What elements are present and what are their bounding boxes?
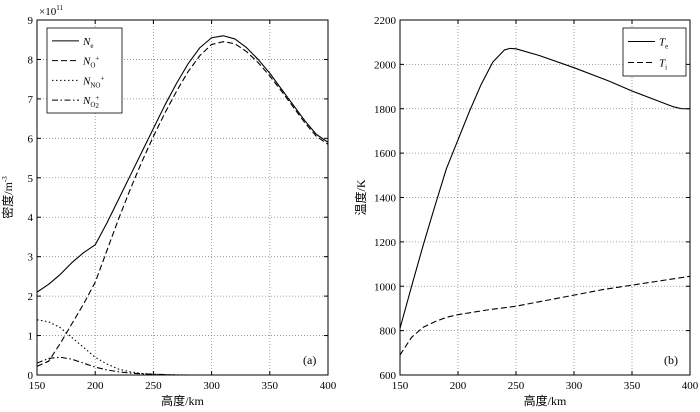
panel-b-grid	[400, 20, 690, 375]
panel-a-ytick-3: 3	[28, 252, 34, 264]
panel-b-ytick-1400: 1400	[374, 193, 397, 205]
panel-b-legend-1-label-sub: i	[665, 64, 667, 72]
panel-a-legend-3-label: NO+ 2	[82, 94, 99, 110]
panel-b-xtick-200: 200	[450, 380, 467, 392]
panel-a-multiplier: ×1011	[39, 4, 63, 18]
panel-b-label: (b)	[664, 353, 678, 367]
panel-a-ytick-4: 4	[28, 212, 34, 224]
panel-a-legend-0-label-name: N	[82, 36, 91, 48]
panel-a-series-0-line	[37, 35, 328, 293]
panel-a-ytick-5: 5	[28, 173, 34, 185]
panel-a-ylabel-sup: -3	[1, 176, 9, 182]
panel-a-ytick-0: 0	[28, 370, 34, 382]
panel-a-legend-box	[46, 27, 123, 114]
panel-a-series-3-line	[37, 356, 328, 375]
panel-b-xtick-300: 300	[566, 380, 583, 392]
panel-b-ytick-800: 800	[380, 326, 397, 338]
panel-a-legend-2-label: NNO+	[82, 74, 104, 89]
panel-a-xlabel: 高度/km	[161, 393, 204, 408]
panel-a-frame	[36, 19, 329, 376]
panel-a-legend-2-label-sup: +	[100, 74, 104, 82]
panel-a-legend-0-label: Ne	[82, 36, 93, 50]
panel-b-ytick-600: 600	[380, 370, 397, 382]
panel-b-ytick-1800: 1800	[374, 104, 397, 116]
panel-a-legend-1-label-sup: +	[95, 55, 99, 63]
panel-a-ytick-1: 1	[28, 331, 34, 343]
panel-a-label: (a)	[303, 353, 316, 367]
panel-b-xtick-350: 350	[624, 380, 641, 392]
panel-a-ytick-7: 7	[28, 94, 34, 106]
panel-b-ticks: 150 200 250 300 350 400 600 800 1000 1200 1400 1600…	[374, 15, 699, 392]
panel-a-legend-3-label-sup: +	[95, 94, 99, 102]
panel-a-xtick-250: 250	[145, 380, 162, 392]
panel-a-ytick-6: 6	[28, 133, 34, 145]
panel-a-multiplier-exp: 11	[56, 4, 63, 12]
panel-b-legend-1-label: Ti	[659, 58, 667, 72]
panel-a-ytick-2: 2	[28, 291, 34, 303]
panel-b-legend-0-label-sub: e	[665, 43, 668, 51]
panel-b-ytick-1200: 1200	[374, 237, 397, 249]
panel-b-series	[400, 47, 690, 356]
panel-a-ticks: 150 200 250 300 350 400 0 1 2 3 4 5 6 7 8 9	[28, 15, 337, 392]
panel-a-legend-1-label-sub: O	[90, 62, 95, 70]
panel-a-xtick-400: 400	[320, 380, 337, 392]
panel-b-ylabel: 温度/K	[353, 179, 368, 215]
panel-b-xlabel: 高度/km	[524, 393, 567, 408]
panel-a-ylabel-text: 密度/m	[0, 181, 15, 218]
panel-b-xtick-150: 150	[392, 380, 409, 392]
panel-b-ytick-1000: 1000	[374, 281, 397, 293]
panel-a-legend-1-label-name: N	[82, 56, 91, 68]
panel-b-xtick-400: 400	[682, 380, 699, 392]
panel-b-ytick-1600: 1600	[374, 148, 397, 160]
panel-b-legend-0-label: Te	[659, 37, 668, 51]
panel-a-series-1-line	[37, 41, 328, 367]
panel-a-legend-2-label-name: N	[82, 75, 91, 87]
panel-a-ytick-9: 9	[28, 15, 34, 27]
panel-a-legend-0-label-sub: e	[90, 42, 93, 50]
panel-a-multiplier-base: ×10	[39, 6, 57, 18]
panel-b-series-1-line	[400, 275, 690, 356]
panel-b-legend-box	[622, 27, 687, 77]
panel-a-xtick-150: 150	[29, 380, 46, 392]
panel-a-xtick-200: 200	[87, 380, 104, 392]
panel-a-series-2-line	[37, 319, 328, 375]
panel-b-legend-0-label-name: T	[659, 37, 666, 49]
panel-a-legend-3-label-sub2: 2	[95, 102, 99, 110]
panel-b-series-0-line	[400, 47, 690, 329]
panel-a-legend-2-label-sub: NO	[90, 81, 100, 89]
panel-b-ytick-2000: 2000	[374, 59, 397, 71]
panel-a-xtick-300: 300	[203, 380, 220, 392]
panel-a-xtick-350: 350	[262, 380, 279, 392]
panel-b-legend-1-label-name: T	[659, 58, 666, 70]
panel-a-legend-3-label-name: N	[82, 95, 91, 107]
panel-b: 150 200 250 300 350 400 600 800 1000 1200 1400 1600…	[353, 15, 699, 408]
panel-b-xtick-250: 250	[508, 380, 525, 392]
panel-a-legend-1-label: NO+	[82, 55, 99, 70]
panel-a-ytick-8: 8	[28, 54, 34, 66]
panel-a-legend-3-label-sub: O	[90, 101, 95, 109]
panel-b-ytick-2200: 2200	[374, 15, 397, 27]
panel-a-ylabel: 密度/m-3	[0, 176, 15, 219]
